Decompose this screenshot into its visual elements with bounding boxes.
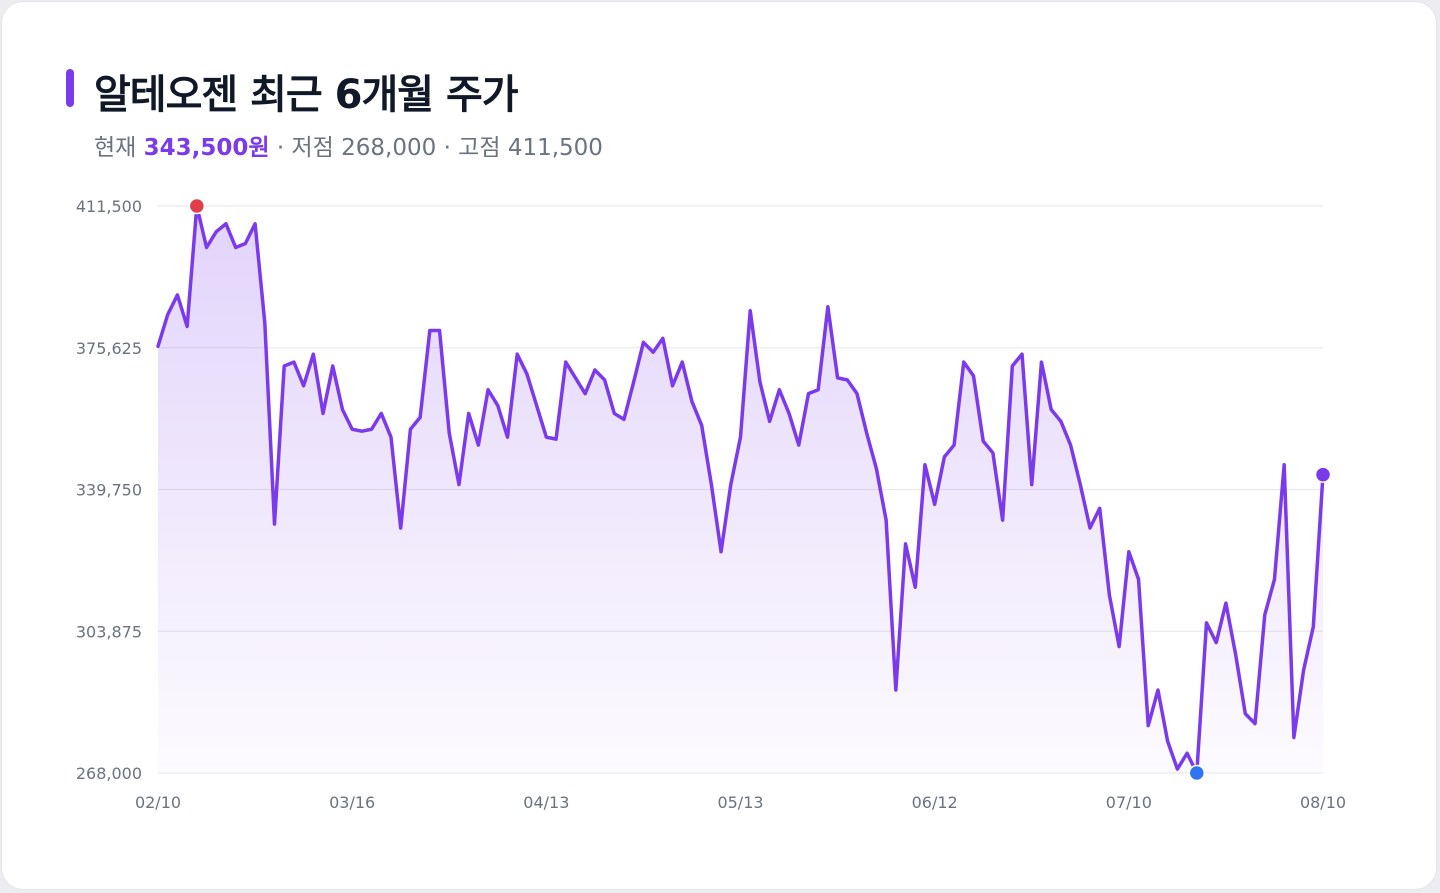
price-line <box>156 204 1325 775</box>
price-summary: 현재 343,500원 · 저점 268,000 · 고점 411,500 <box>94 128 603 162</box>
price-markers <box>188 197 1332 782</box>
x-tick-label: 06/12 <box>912 793 958 812</box>
x-tick-label: 05/13 <box>717 793 763 812</box>
x-axis-labels: 02/10 03/16 04/13 05/13 06/12 07/10 08/10 <box>135 793 1346 812</box>
high-price-text: · 고점 411,500 <box>443 135 603 161</box>
y-tick-label: 339,750 <box>76 481 142 500</box>
high-point-marker <box>188 197 206 215</box>
y-tick-label: 268,000 <box>76 764 142 783</box>
low-price-text: · 저점 268,000 <box>276 135 437 161</box>
y-tick-label: 375,625 <box>76 339 142 358</box>
x-tick-label: 03/16 <box>329 793 375 812</box>
chart-title: 알테오젠 최근 6개월 주가 <box>94 72 519 118</box>
x-tick-label: 08/10 <box>1300 793 1346 812</box>
low-point-marker <box>1188 764 1206 782</box>
y-axis-labels: 411,500 375,625 339,750 303,875 268,000 <box>76 197 142 783</box>
x-tick-label: 02/10 <box>135 793 181 812</box>
current-price-label: 현재 <box>94 135 137 161</box>
y-tick-label: 411,500 <box>76 197 142 216</box>
price-area <box>158 206 1323 773</box>
x-tick-label: 07/10 <box>1106 793 1152 812</box>
x-tick-label: 04/13 <box>523 793 569 812</box>
title-accent-bar <box>66 69 74 107</box>
current-price-value: 343,500원 <box>143 135 270 161</box>
y-tick-label: 303,875 <box>76 622 142 641</box>
current-point-marker <box>1314 466 1332 483</box>
